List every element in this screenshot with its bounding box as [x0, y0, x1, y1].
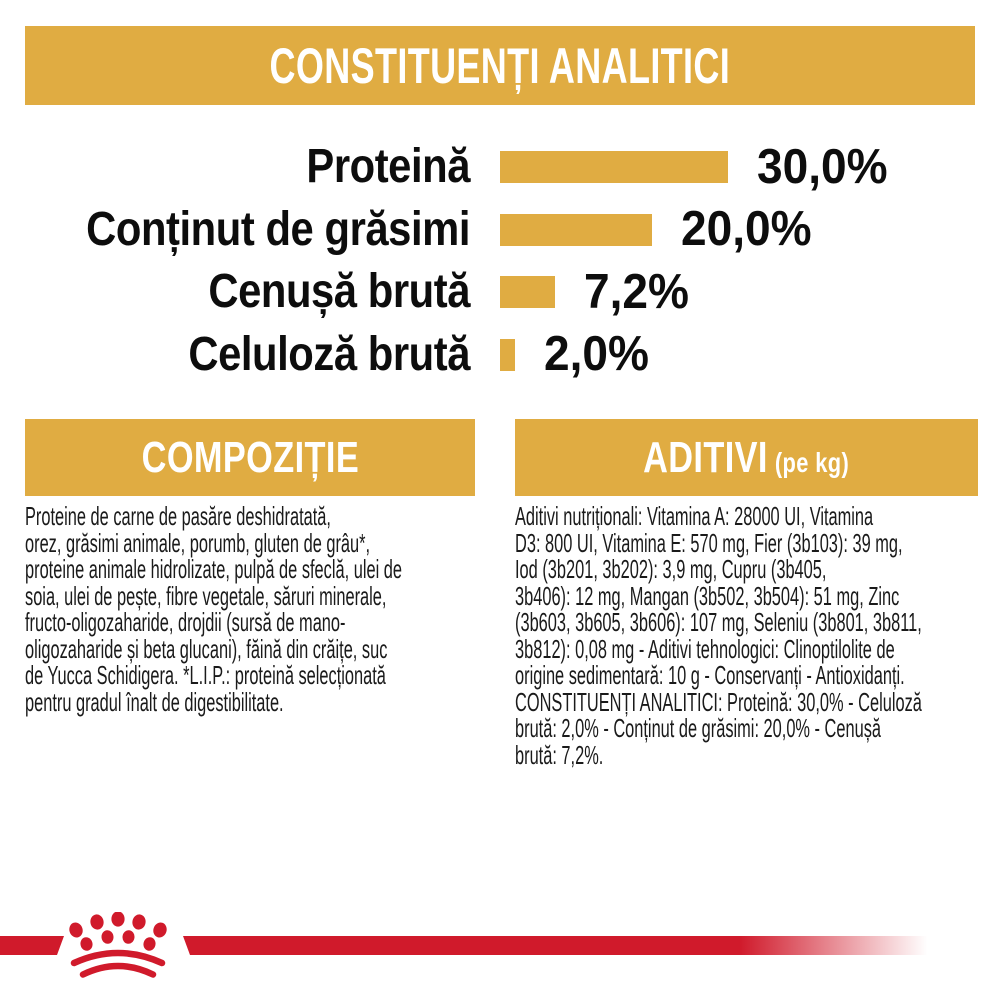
chart-row-protein: Proteină 30,0%	[0, 136, 1000, 199]
analytical-constituents-header-band: CONSTITUENȚI ANALITICI	[25, 26, 975, 105]
protein-label: Proteină	[306, 140, 470, 194]
chart-row-fat: Conținut de grăsimi 20,0%	[0, 199, 1000, 262]
additives-body-text: Aditivi nutriționali: Vitamina A: 28000 …	[515, 501, 922, 770]
composition-title: COMPOZIȚIE	[141, 432, 359, 482]
nutrient-bar-chart: Proteină 30,0% Conținut de grăsimi 20,0%…	[0, 136, 1000, 386]
fibre-label: Celuloză brută	[188, 327, 470, 381]
protein-bar	[500, 151, 728, 184]
royal-canin-crown-logo	[69, 912, 167, 978]
analytical-constituents-title: CONSTITUENȚI ANALITICI	[269, 37, 731, 94]
fat-value-label: 20,0%	[681, 202, 812, 257]
additives-title: ADITIVI (pe kg)	[643, 433, 849, 483]
protein-value-label: 30,0%	[757, 139, 888, 194]
ash-bar	[500, 276, 555, 309]
chart-row-fibre: Celuloză brută 2,0%	[0, 324, 1000, 387]
composition-body-text: Proteine de carne de pasăre deshidratată…	[25, 501, 402, 717]
fibre-value-label: 2,0%	[544, 327, 649, 382]
fibre-bar	[500, 338, 515, 371]
ash-value-label: 7,2%	[584, 264, 689, 319]
ash-label: Cenușă brută	[208, 265, 471, 319]
footer-stripe-left	[0, 936, 64, 955]
additives-title-suffix: (pe kg)	[775, 446, 850, 478]
footer-stripe-right	[183, 936, 935, 955]
additives-header-band: ADITIVI (pe kg)	[515, 419, 978, 496]
composition-header-band: COMPOZIȚIE	[25, 419, 475, 496]
fat-bar	[500, 213, 652, 246]
fat-label: Conținut de grăsimi	[86, 202, 471, 256]
chart-row-ash: Cenușă brută 7,2%	[0, 261, 1000, 324]
additives-title-text: ADITIVI	[643, 432, 769, 482]
